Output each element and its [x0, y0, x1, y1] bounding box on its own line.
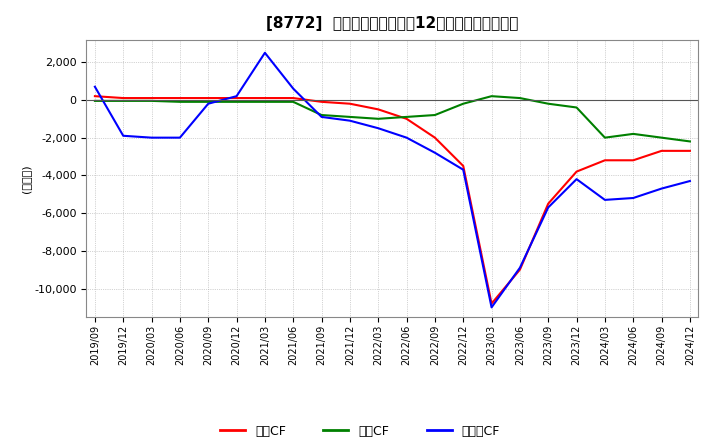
投資CF	[402, 114, 411, 120]
フリーCF	[516, 265, 524, 271]
Line: フリーCF: フリーCF	[95, 53, 690, 308]
フリーCF	[657, 186, 666, 191]
フリーCF	[572, 176, 581, 182]
フリーCF	[459, 167, 467, 172]
投資CF	[261, 99, 269, 104]
投資CF	[318, 112, 326, 117]
営業CF	[657, 148, 666, 154]
営業CF	[261, 95, 269, 101]
営業CF	[459, 163, 467, 169]
フリーCF	[233, 94, 241, 99]
フリーCF	[402, 135, 411, 140]
営業CF	[431, 135, 439, 140]
Title: [8772]  キャッシュフローの12か月移動合計の推移: [8772] キャッシュフローの12か月移動合計の推移	[266, 16, 518, 32]
営業CF	[629, 158, 637, 163]
投資CF	[459, 101, 467, 106]
営業CF	[487, 301, 496, 306]
フリーCF	[261, 50, 269, 55]
フリーCF	[346, 118, 354, 123]
営業CF	[346, 101, 354, 106]
フリーCF	[374, 125, 382, 131]
投資CF	[572, 105, 581, 110]
Line: 営業CF: 営業CF	[95, 96, 690, 304]
投資CF	[516, 95, 524, 101]
フリーCF	[91, 84, 99, 89]
フリーCF	[148, 135, 156, 140]
投資CF	[600, 135, 609, 140]
Line: 投資CF: 投資CF	[95, 96, 690, 141]
フリーCF	[318, 114, 326, 120]
フリーCF	[685, 178, 694, 183]
投資CF	[233, 99, 241, 104]
営業CF	[572, 169, 581, 174]
営業CF	[374, 107, 382, 112]
営業CF	[685, 148, 694, 154]
営業CF	[91, 94, 99, 99]
営業CF	[318, 99, 326, 104]
投資CF	[289, 99, 297, 104]
投資CF	[629, 131, 637, 136]
フリーCF	[289, 86, 297, 91]
営業CF	[402, 116, 411, 121]
フリーCF	[487, 305, 496, 310]
営業CF	[516, 267, 524, 272]
営業CF	[176, 95, 184, 101]
フリーCF	[119, 133, 127, 139]
営業CF	[544, 201, 552, 206]
営業CF	[233, 95, 241, 101]
営業CF	[204, 95, 212, 101]
フリーCF	[204, 101, 212, 106]
フリーCF	[544, 205, 552, 210]
営業CF	[600, 158, 609, 163]
フリーCF	[600, 197, 609, 202]
投資CF	[91, 98, 99, 103]
Legend: 営業CF, 投資CF, フリーCF: 営業CF, 投資CF, フリーCF	[215, 420, 505, 440]
営業CF	[289, 95, 297, 101]
フリーCF	[431, 150, 439, 155]
投資CF	[176, 99, 184, 104]
営業CF	[148, 95, 156, 101]
投資CF	[204, 99, 212, 104]
投資CF	[685, 139, 694, 144]
投資CF	[119, 98, 127, 103]
投資CF	[544, 101, 552, 106]
営業CF	[119, 95, 127, 101]
投資CF	[431, 112, 439, 117]
投資CF	[148, 98, 156, 103]
フリーCF	[629, 195, 637, 201]
投資CF	[374, 116, 382, 121]
投資CF	[346, 114, 354, 120]
フリーCF	[176, 135, 184, 140]
Y-axis label: (百万円): (百万円)	[22, 164, 32, 193]
投資CF	[487, 94, 496, 99]
投資CF	[657, 135, 666, 140]
